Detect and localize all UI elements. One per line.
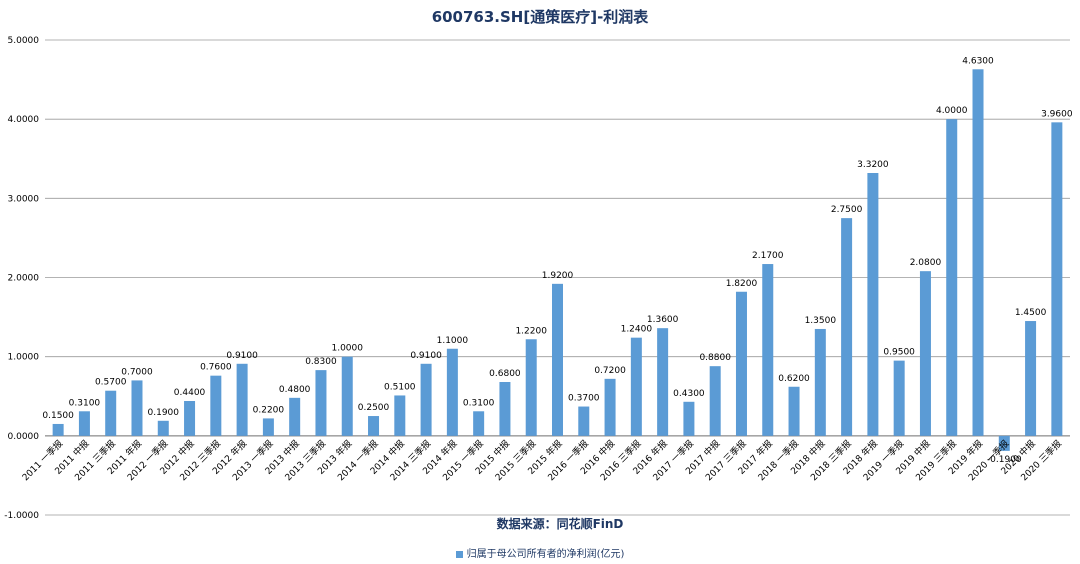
data-label: 1.2200 (515, 326, 547, 336)
legend-label: 归属于母公司所有者的净利润(亿元) (466, 549, 625, 560)
data-label: 0.4400 (174, 388, 206, 398)
bar (604, 378, 616, 436)
bar (289, 397, 301, 436)
bar (762, 264, 774, 436)
bar (315, 370, 327, 436)
data-label: 0.1500 (42, 411, 74, 421)
y-tick-label: 2.0000 (8, 274, 40, 284)
bar (814, 328, 826, 436)
bar (157, 420, 169, 436)
bar (867, 173, 879, 436)
y-tick-label: -1.0000 (4, 511, 39, 521)
data-label: 0.2200 (253, 405, 285, 415)
data-label: 0.5100 (384, 382, 416, 392)
data-label: 0.8300 (305, 357, 337, 367)
bar (1051, 122, 1063, 436)
data-label: 0.7600 (200, 363, 232, 373)
bar (420, 363, 432, 436)
bar (473, 411, 485, 436)
legend: 归属于母公司所有者的净利润(亿元) (0, 545, 1080, 560)
data-label: 3.9600 (1041, 109, 1073, 119)
data-label: 4.6300 (962, 56, 994, 66)
data-label: 0.7000 (121, 367, 153, 377)
data-label: 0.8800 (699, 353, 731, 363)
bar (709, 366, 721, 436)
y-tick-label: 4.0000 (8, 115, 40, 125)
data-label: 1.3600 (647, 315, 679, 325)
y-axis-ticks: -1.0000 0.0000 1.0000 2.0000 3.0000 4.0000 5.0… (4, 36, 39, 521)
data-label: 1.2400 (621, 325, 653, 335)
y-tick-label: 5.0000 (8, 36, 40, 46)
bar (578, 406, 590, 436)
data-label: 1.8200 (726, 279, 758, 289)
data-label: 2.7500 (831, 205, 863, 215)
bar (184, 401, 196, 436)
data-label: 1.0000 (331, 344, 363, 354)
y-tick-label: 3.0000 (8, 194, 40, 204)
data-label: 1.4500 (1015, 308, 1047, 318)
bar (131, 380, 143, 436)
data-label: 1.1000 (437, 336, 469, 346)
bar (52, 423, 64, 436)
bar (683, 401, 695, 436)
bar (998, 435, 1010, 451)
data-label: 0.2500 (358, 403, 390, 413)
bar (735, 291, 747, 436)
data-label: 1.3500 (805, 316, 837, 326)
bar (78, 411, 90, 436)
data-label: 1.9200 (542, 271, 574, 281)
bar (1025, 321, 1037, 436)
bar (946, 119, 958, 436)
bar (105, 390, 117, 436)
data-label: 0.3100 (463, 398, 495, 408)
data-label: 0.7200 (594, 366, 626, 376)
x-tick-label: 2011 一季报 (19, 437, 65, 483)
data-label: 2.1700 (752, 251, 784, 261)
bar (525, 339, 537, 436)
data-label: 0.3100 (69, 398, 101, 408)
data-label: 0.3700 (568, 394, 600, 404)
bar (630, 337, 642, 436)
data-label: 3.3200 (857, 160, 889, 170)
bar (341, 356, 353, 436)
y-tick-label: 1.0000 (8, 353, 40, 363)
bar (841, 218, 853, 436)
data-label: 0.9100 (410, 351, 442, 361)
bar (972, 69, 984, 436)
source-note: 数据来源：同花顺FinD (496, 517, 624, 531)
bar (919, 271, 931, 436)
data-label: 4.0000 (936, 106, 968, 116)
bar (788, 386, 800, 436)
bar (210, 375, 222, 436)
data-label: 0.4800 (279, 385, 311, 395)
bar (446, 348, 458, 436)
bar (657, 328, 669, 436)
bar (236, 363, 248, 436)
bar (893, 360, 905, 436)
bar (368, 416, 380, 436)
data-label: 0.6200 (778, 374, 810, 384)
data-label: -0.1900 (987, 455, 1022, 465)
data-label: 0.5700 (95, 378, 127, 388)
y-tick-label: 0.0000 (8, 432, 40, 442)
chart-title: 600763.SH[通策医疗]-利润表 (431, 8, 649, 26)
data-label: 0.9100 (226, 351, 258, 361)
data-label: 0.6800 (489, 369, 521, 379)
bar (552, 283, 563, 436)
bar (499, 382, 511, 436)
data-label: 0.1900 (148, 408, 180, 418)
bars (52, 69, 1063, 451)
bar (262, 418, 274, 436)
legend-swatch (455, 550, 463, 558)
bar (394, 395, 406, 436)
data-label: 0.4300 (673, 389, 705, 399)
data-label: 0.9500 (883, 348, 915, 358)
data-label: 2.0800 (910, 258, 942, 268)
